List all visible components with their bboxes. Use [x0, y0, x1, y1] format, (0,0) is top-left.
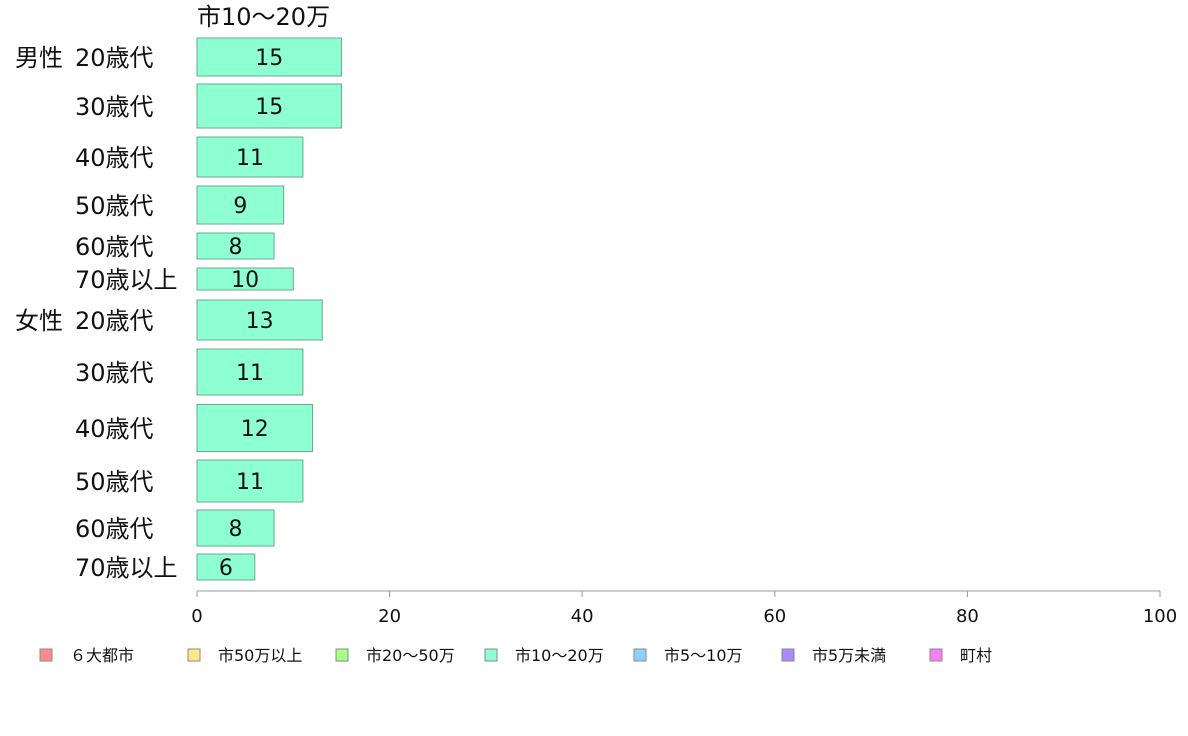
category-label: 40歳代	[75, 144, 154, 172]
bar-value-label: 11	[236, 361, 264, 386]
x-axis: 0 20 40 60 80 100	[191, 590, 1177, 627]
bar	[196, 232, 275, 260]
legend-label: 市50万以上	[218, 646, 302, 665]
bar-value-label: 11	[236, 470, 264, 495]
bar	[196, 83, 342, 129]
category-label: 20歳代	[75, 44, 154, 72]
bar-value-label: 15	[255, 95, 283, 120]
x-tick-label: 40	[571, 606, 594, 627]
legend-swatch	[781, 648, 795, 662]
x-tick-label: 20	[378, 606, 401, 627]
bar-value-label: 11	[236, 146, 264, 171]
legend-swatch	[335, 648, 349, 662]
x-tick-label: 80	[956, 606, 979, 627]
legend-swatch	[929, 648, 943, 662]
bar-value-label: 6	[219, 556, 233, 581]
legend-label: 市10〜20万	[515, 646, 604, 665]
x-tick-label: 100	[1143, 606, 1177, 627]
category-label: 70歳以上	[75, 554, 178, 582]
bar	[196, 404, 314, 452]
category-label: 50歳代	[75, 468, 154, 496]
group-label: 男性	[15, 44, 63, 72]
bar	[196, 136, 304, 178]
category-label: 70歳以上	[75, 266, 178, 294]
bar	[196, 509, 275, 547]
bar-value-label: 15	[255, 46, 283, 71]
legend-swatch	[39, 648, 53, 662]
legend: ６大都市 市50万以上 市20〜50万 市10〜20万 市5〜10万 市5万未満 町村	[39, 646, 992, 665]
category-label: 50歳代	[75, 192, 154, 220]
bar-value-label: 12	[241, 417, 269, 442]
bar	[196, 185, 285, 225]
legend-swatch	[484, 648, 498, 662]
legend-label: 市20〜50万	[366, 646, 455, 665]
bar	[196, 299, 323, 341]
bar-value-label: 10	[231, 268, 259, 293]
bar	[196, 37, 342, 77]
legend-swatch	[187, 648, 201, 662]
bar	[196, 553, 256, 581]
legend-swatch	[633, 648, 647, 662]
legend-label: 市5〜10万	[664, 646, 743, 665]
category-label: 20歳代	[75, 307, 154, 335]
bar	[196, 459, 304, 503]
bar	[196, 348, 304, 396]
bar	[196, 267, 294, 291]
category-label: 60歳代	[75, 233, 154, 261]
series-header-label: 市10〜20万	[197, 3, 330, 31]
category-label: 40歳代	[75, 415, 154, 443]
bars-group: 男性 20歳代 15 30歳代 15 40歳代 11 50歳代 9 60歳代 8 70歳以上 10 女性 2…	[15, 37, 342, 582]
x-tick-label: 0	[191, 606, 202, 627]
legend-label: 市5万未満	[812, 646, 886, 665]
bar-value-label: 13	[246, 309, 274, 334]
group-label: 女性	[15, 307, 63, 335]
legend-label: 町村	[960, 646, 992, 665]
category-label: 30歳代	[75, 359, 154, 387]
category-label: 30歳代	[75, 93, 154, 121]
bar-value-label: 8	[229, 235, 243, 260]
bar-value-label: 8	[229, 517, 243, 542]
x-tick-label: 60	[763, 606, 786, 627]
bar-value-label: 9	[233, 194, 247, 219]
category-label: 60歳代	[75, 515, 154, 543]
legend-label: ６大都市	[70, 646, 134, 665]
